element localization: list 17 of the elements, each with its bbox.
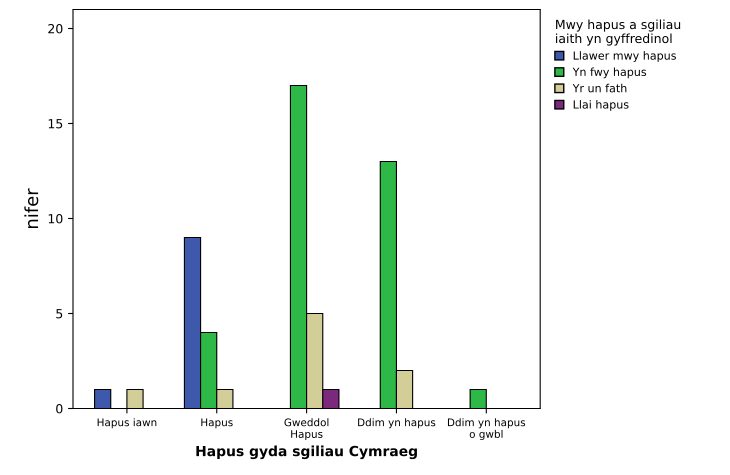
y-tick-label: 20 xyxy=(48,24,62,34)
x-tick-label: Hapus iawn xyxy=(98,418,156,428)
x-axis-title: Hapus gyda sgiliau Cymraeg xyxy=(196,446,417,460)
legend-label: Llai hapus xyxy=(574,100,629,111)
y-tick-label: 5 xyxy=(56,309,62,318)
y-axis-title: nifer xyxy=(24,188,38,228)
y-tick-label: 10 xyxy=(48,214,62,224)
x-tick-label: Ddim yn hapus xyxy=(358,418,436,428)
legend-label: Yn fwy hapus xyxy=(572,67,646,78)
legend-label: Yr un fath xyxy=(572,84,626,92)
y-tick-label: 15 xyxy=(48,119,62,128)
y-tick-label: 0 xyxy=(56,404,62,414)
x-tick-label: Ddim yn hapus o gwbl xyxy=(448,418,526,440)
legend-label: Llawer mwy hapus xyxy=(574,51,676,62)
legend-title: Mwy hapus a sgiliau iaith yn gyffredinol xyxy=(556,20,680,46)
x-tick-label: Hapus xyxy=(201,418,233,428)
x-tick-label: Gweddol Hapus xyxy=(284,418,328,440)
